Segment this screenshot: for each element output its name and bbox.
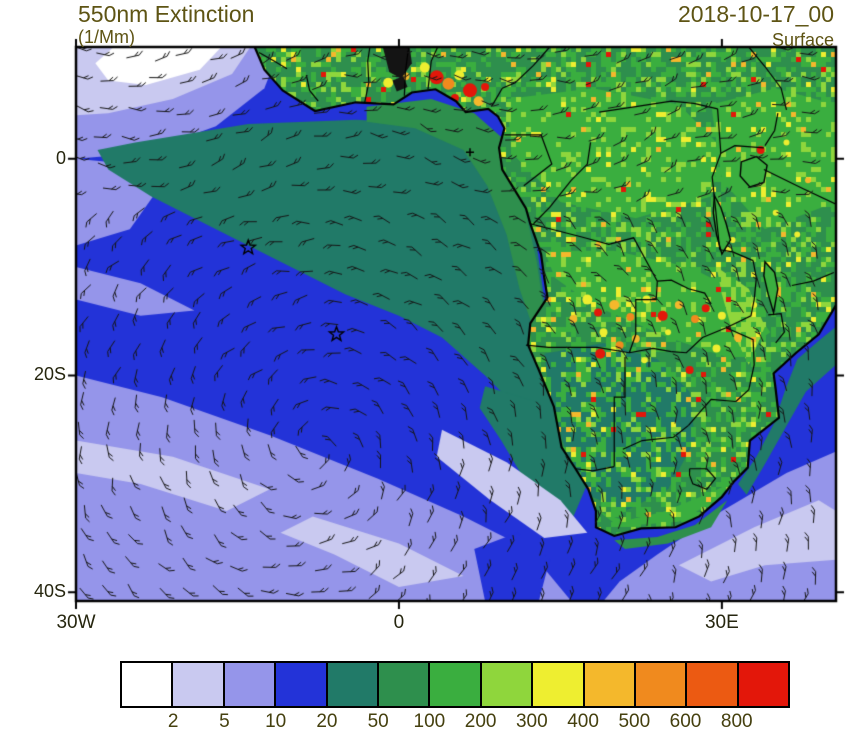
y-tick-label: 0 [55, 147, 66, 168]
colorbar-cell [122, 663, 174, 706]
colorbar-label: 300 [515, 711, 548, 732]
x-tick-label: 30W [56, 612, 96, 633]
plot-level: Surface [771, 30, 834, 50]
x-axis-labels: 30W 0 30E [0, 612, 850, 638]
plot-date: 2018-10-17_00 [677, 1, 834, 27]
colorbar-label: 2 [167, 711, 179, 732]
colorbar-label: 20 [316, 711, 338, 732]
colorbar-cell [687, 663, 739, 706]
colorbar-cell [430, 663, 482, 706]
colorbar-label: 800 [720, 711, 753, 732]
colorbar-label: 50 [367, 711, 389, 732]
colorbar-cell [378, 663, 431, 706]
y-tick-label: 20S [33, 364, 66, 385]
x-tick-label: 0 [393, 612, 405, 633]
colorbar-label: 10 [265, 711, 287, 732]
colorbar [120, 661, 790, 708]
y-tick-label: 40S [33, 581, 66, 602]
y-axis-labels: 0 20S 40S [0, 0, 70, 650]
colorbar-cell [224, 663, 277, 706]
colorbar-cell [173, 663, 225, 706]
colorbar-label: 200 [464, 711, 497, 732]
colorbar-label: 100 [413, 711, 446, 732]
colorbar-cell [584, 663, 636, 706]
colorbar-cell [533, 663, 585, 706]
colorbar-cell [481, 663, 534, 706]
plot-units: (1/Mm) [78, 27, 135, 47]
colorbar-label: 5 [219, 711, 230, 732]
colorbar-cell [327, 663, 379, 706]
colorbar-label: 500 [618, 711, 651, 732]
colorbar-cell [635, 663, 688, 706]
colorbar-label: 400 [567, 711, 599, 732]
x-tick-label: 30E [704, 612, 739, 633]
map-canvas [0, 0, 850, 650]
plot-title: 550nm Extinction [78, 1, 255, 27]
colorbar-cell [276, 663, 328, 706]
colorbar-cell [738, 663, 789, 706]
colorbar-labels: 2 5 10 20 50 100 200 300 400 500 600 800 [0, 711, 850, 737]
colorbar-label: 600 [669, 711, 702, 732]
